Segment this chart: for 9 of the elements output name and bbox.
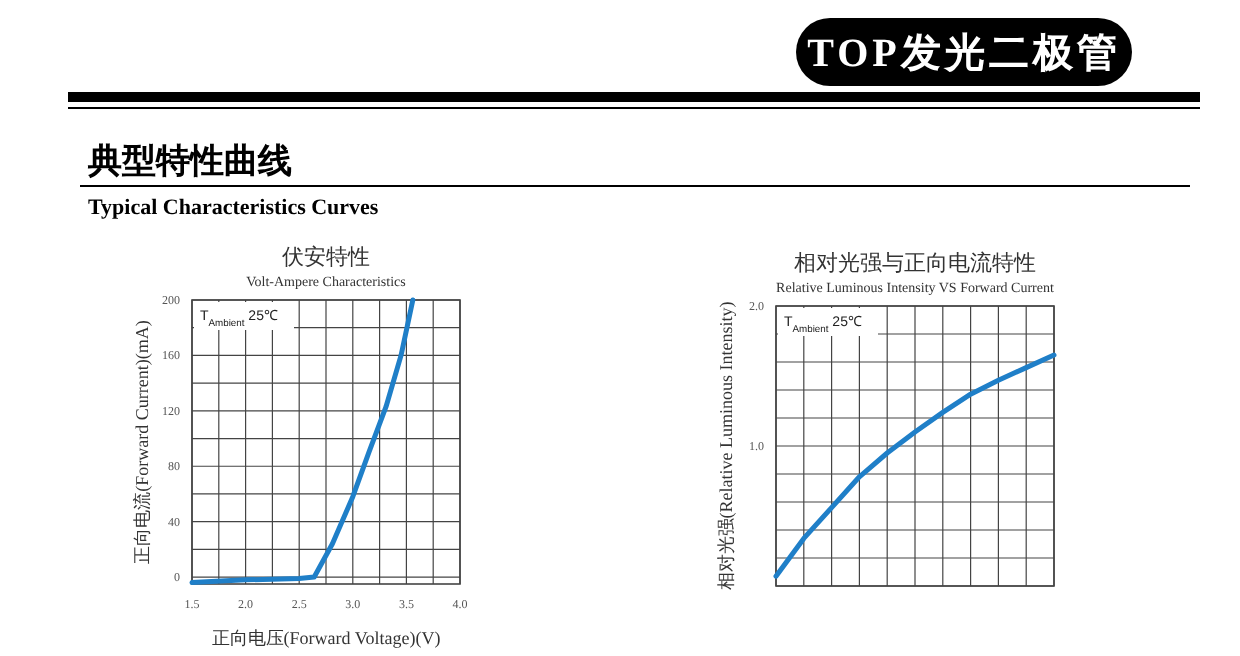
chart-title: 相对光强与正向电流特性 [794,250,1036,276]
y-axis-title: 正向电流(Forward Current)(mA) [132,320,152,564]
text: TOP发光二极管 [807,32,1121,76]
y-axis-title: 相对光强(Relative Luminous Intensity) [716,301,736,591]
text: 典型特性曲线 [86,142,292,182]
text: Typical Characteristics Curves [88,196,380,220]
line-series [773,352,1057,579]
chart-title: 伏安特性 [282,244,370,270]
x-axis-title: 正向电压(Forward Voltage)(V) [211,628,441,648]
